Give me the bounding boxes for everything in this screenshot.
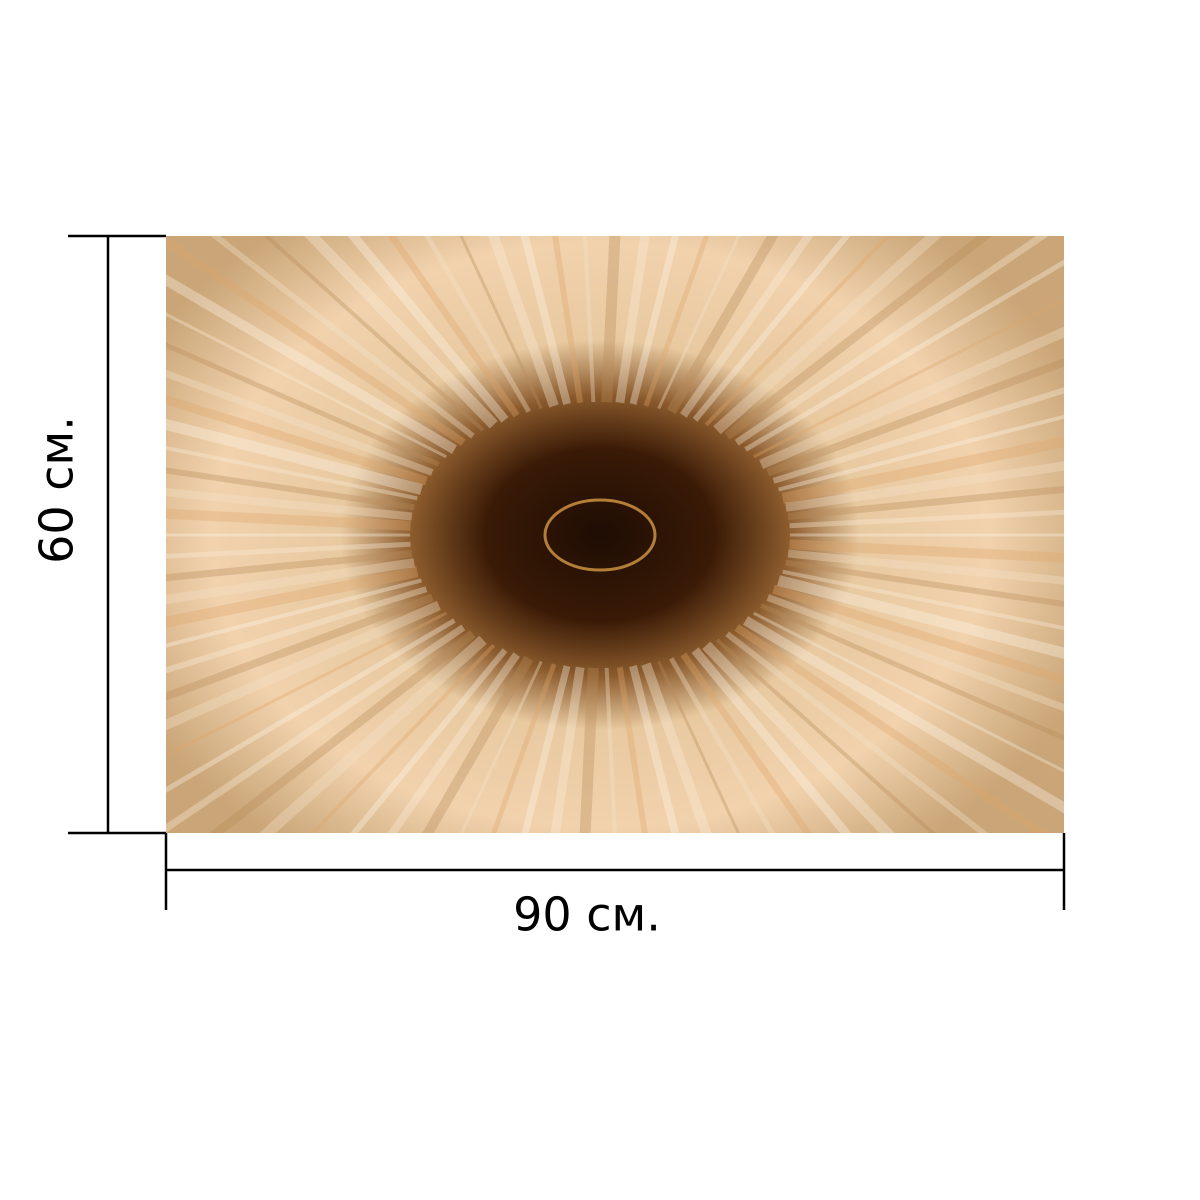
ray [166, 369, 434, 476]
ray [657, 660, 740, 833]
ray [643, 236, 710, 407]
ray [753, 297, 1064, 459]
ray [760, 603, 1064, 741]
ray [552, 236, 584, 404]
ray [459, 236, 543, 410]
ray [488, 236, 559, 408]
ray [166, 274, 457, 454]
ray [166, 312, 447, 459]
ray [785, 559, 1064, 608]
ray [680, 652, 812, 833]
ray [789, 509, 1064, 529]
ray [166, 236, 466, 446]
ray [604, 667, 617, 833]
ray [725, 631, 989, 833]
ray [734, 624, 1048, 833]
ray [166, 593, 434, 701]
ray [704, 236, 891, 427]
height-label: 60 см. [30, 416, 84, 564]
ray [692, 236, 851, 422]
ray [166, 418, 423, 495]
ray [787, 485, 1064, 520]
ray [616, 666, 648, 833]
ray [641, 662, 712, 833]
ray [166, 508, 411, 531]
ray [601, 236, 621, 403]
ray [787, 549, 1064, 585]
ray [629, 236, 679, 405]
ray [777, 575, 1064, 659]
print-area [166, 236, 1064, 833]
ray [702, 641, 895, 833]
ray [766, 358, 1064, 477]
ray [691, 647, 852, 833]
ray [166, 600, 441, 731]
ray [460, 660, 543, 833]
ray [166, 558, 415, 605]
ray [657, 236, 741, 410]
ray [782, 569, 1064, 631]
ray [785, 461, 1064, 512]
ray [520, 236, 571, 405]
ray [778, 414, 1064, 492]
ray [259, 635, 487, 833]
ray [424, 236, 531, 413]
ray [166, 488, 413, 521]
ray [615, 236, 650, 404]
ray [550, 666, 585, 833]
ray [166, 467, 415, 511]
ray [350, 648, 508, 833]
ray [724, 236, 992, 440]
ray [166, 550, 413, 582]
ray [491, 663, 557, 833]
ray [166, 342, 440, 467]
ray [759, 326, 1064, 470]
ray [766, 594, 1064, 712]
ray [781, 436, 1064, 504]
ray [387, 652, 520, 833]
ray [166, 578, 422, 648]
ray [789, 539, 1064, 563]
ray [753, 611, 1064, 773]
center-ring [543, 498, 657, 572]
ray [715, 638, 936, 833]
ray [744, 259, 1064, 452]
ray [166, 611, 447, 758]
ray [166, 395, 428, 486]
ray [680, 236, 814, 418]
ray [669, 657, 775, 833]
ray [713, 236, 942, 435]
ray [166, 586, 428, 674]
ray [734, 236, 1049, 446]
ray [310, 643, 496, 833]
ray [666, 236, 779, 415]
ray [743, 616, 1064, 814]
ray [387, 236, 520, 418]
ray [521, 665, 571, 833]
rays [166, 236, 1064, 833]
ray [166, 624, 466, 833]
ray [579, 667, 599, 833]
ray [166, 566, 419, 628]
ray [263, 236, 485, 432]
ray [772, 387, 1064, 484]
ray [629, 665, 680, 833]
ray [583, 236, 596, 403]
ray [210, 236, 475, 439]
ray [422, 655, 534, 833]
width-label: 90 см. [513, 888, 661, 942]
ray [209, 630, 476, 833]
ray [166, 618, 456, 793]
ray [166, 445, 418, 501]
ray [347, 236, 509, 423]
ray [304, 236, 498, 429]
ray [772, 584, 1064, 685]
ray [166, 541, 411, 559]
